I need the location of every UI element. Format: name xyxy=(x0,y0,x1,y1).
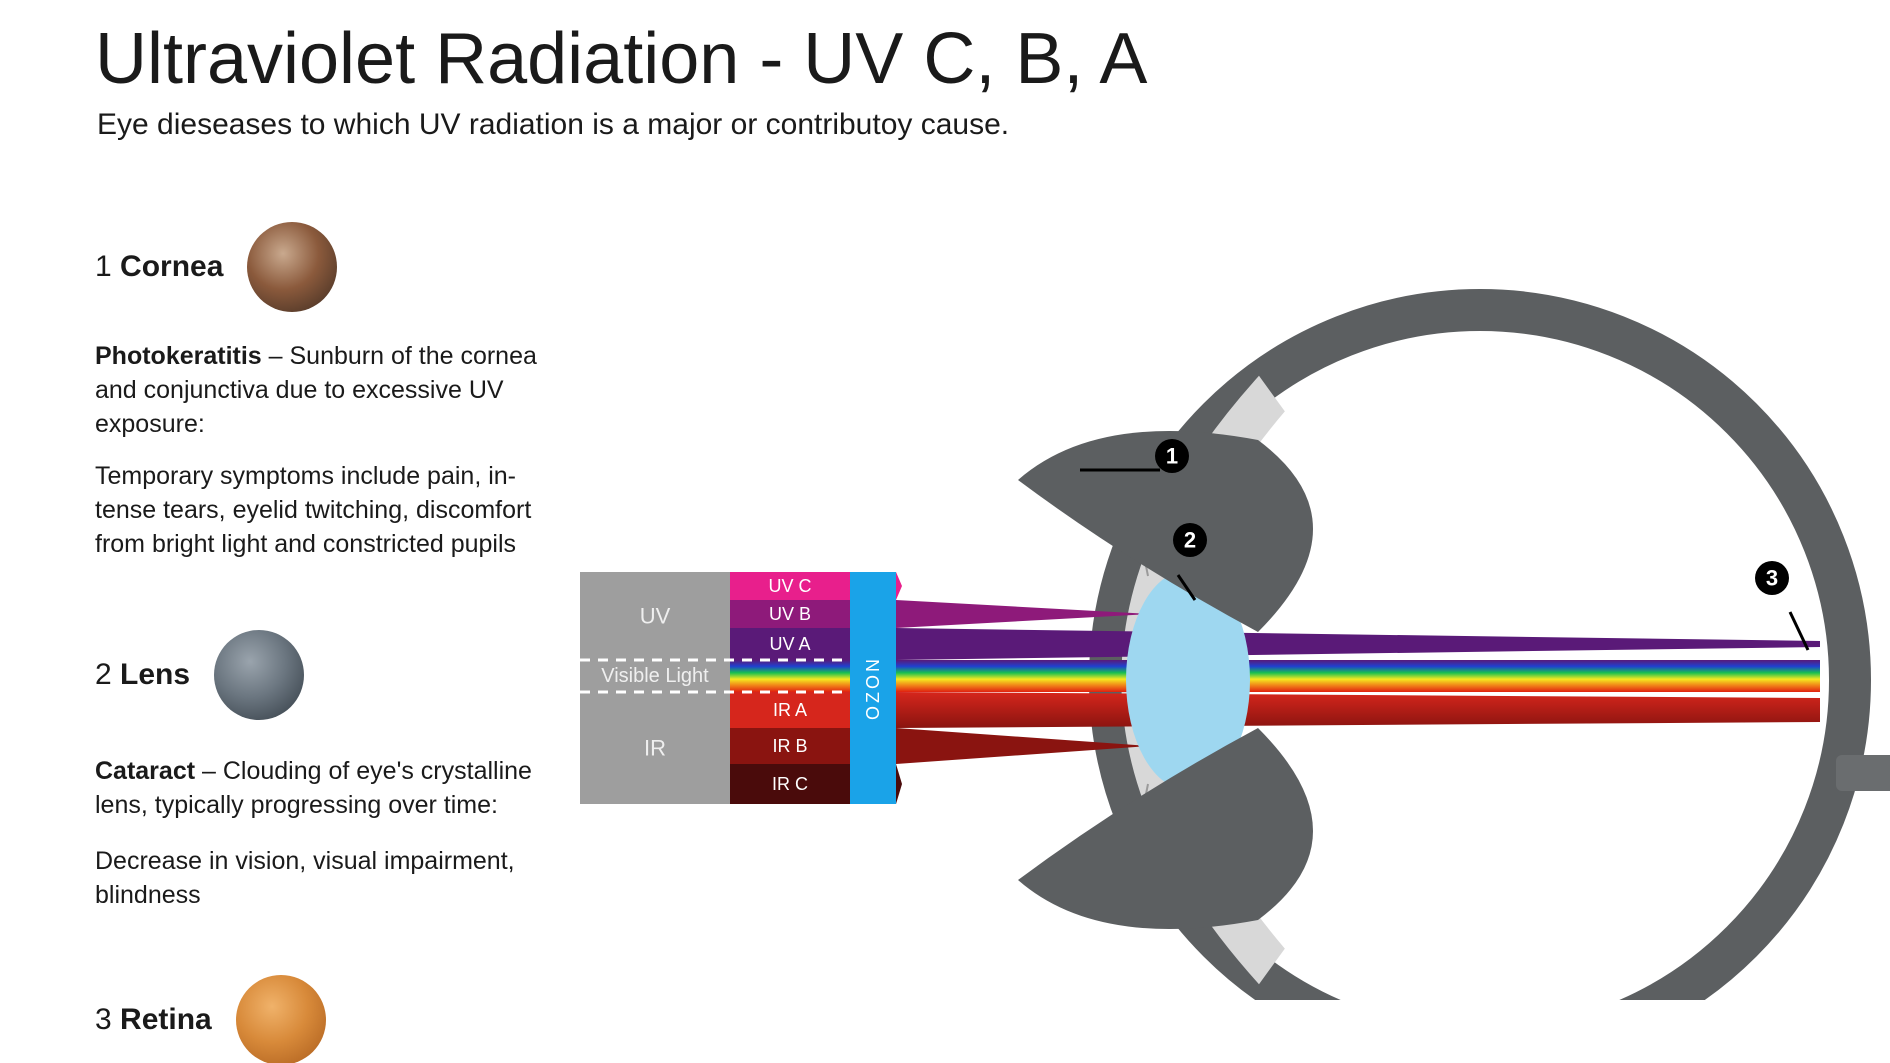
eye-spectrum-diagram: UV C UV B UV A IR A IR B IR C UV Visible Light I… xyxy=(580,180,1890,1000)
section-name-cornea: Cornea xyxy=(120,250,223,283)
spectrum-row-uv-b: UV B xyxy=(769,604,811,624)
retina-photo-icon xyxy=(236,975,326,1063)
marker-2: 2 xyxy=(1184,528,1196,553)
page-title: Ultraviolet Radiation - UV C, B, A xyxy=(95,18,1147,100)
section-num-2: 2 xyxy=(95,658,112,691)
cornea-photo-icon xyxy=(247,222,337,312)
cornea-para-1: Photokeratitis – Sunburn of the cornea a… xyxy=(95,340,555,441)
section-num-3: 3 xyxy=(95,1003,112,1036)
lens-para-1: Cataract – Clouding of eye's crystalline… xyxy=(95,755,555,823)
marker-1: 1 xyxy=(1166,444,1178,469)
page-subtitle: Eye dieseases to which UV radiation is a… xyxy=(97,108,1009,142)
section-name-retina: Retina xyxy=(120,1003,212,1036)
section-retina: 3 Retina xyxy=(95,975,555,1063)
section-lens: 2 Lens xyxy=(95,630,555,720)
section-name-lens: Lens xyxy=(120,658,190,691)
cornea-para-2: Temporary symptoms include pain, in-tens… xyxy=(95,460,555,561)
section-cornea: 1 Cornea xyxy=(95,222,555,312)
spectrum-row-ir-a: IR A xyxy=(773,700,807,720)
spectrum-group-uv: UV xyxy=(640,604,671,629)
spectrum-group-ir: IR xyxy=(644,736,666,761)
section-num-1: 1 xyxy=(95,250,112,283)
spectrum-group-visible-light: Visible Light xyxy=(601,665,709,687)
marker-3: 3 xyxy=(1766,566,1778,591)
spectrum-row-uv-c: UV C xyxy=(768,576,811,596)
spectrum-row-ir-b: IR B xyxy=(772,736,807,756)
lens-para-2: Decrease in vision, visual impairment, b… xyxy=(95,845,555,913)
lens-photo-icon xyxy=(214,630,304,720)
spectrum-row-uv-a: UV A xyxy=(769,634,810,654)
diagram-svg: UV C UV B UV A IR A IR B IR C UV Visible Light I… xyxy=(580,180,1890,1000)
spectrum-row-ir-c: IR C xyxy=(772,774,808,794)
ozon-label: OZON xyxy=(863,656,883,720)
